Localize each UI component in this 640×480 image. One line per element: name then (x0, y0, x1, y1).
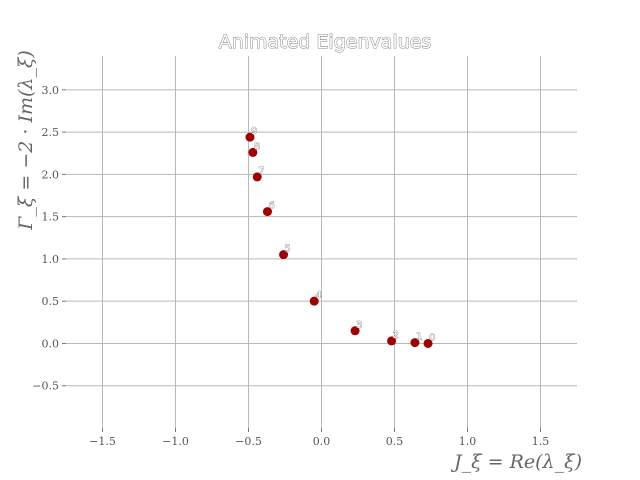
data-point-label: 1 (416, 332, 422, 343)
data-point (245, 132, 255, 142)
x-tick-label: 0.5 (386, 435, 404, 448)
y-tick-label: 1.5 (42, 211, 60, 224)
x-tick-label: −1.5 (89, 435, 116, 448)
y-tick-label: −0.5 (32, 380, 59, 393)
data-point-label: 7 (258, 166, 264, 177)
y-axis-label: Γ_ξ = −2 · Im(λ_ξ) (15, 50, 37, 231)
y-tick-label: 2.0 (42, 168, 60, 181)
data-point (387, 336, 397, 346)
data-point-label: 5 (285, 244, 291, 255)
data-point-label: 9 (251, 126, 257, 137)
x-tick-label: −1.0 (162, 435, 189, 448)
x-tick-label: 1.0 (459, 435, 477, 448)
data-point-label: 4 (315, 290, 321, 301)
y-tick-label: 3.0 (42, 84, 60, 97)
data-point-label: 2 (393, 330, 399, 341)
y-tick-label: 0.5 (42, 295, 60, 308)
data-point (350, 326, 360, 336)
x-tick-label: 0.0 (313, 435, 331, 448)
y-tick-label: 0.0 (42, 337, 60, 350)
data-point (248, 147, 258, 157)
x-tick-label: −0.5 (235, 435, 262, 448)
data-point-label: 3 (356, 320, 362, 331)
chart-title: Animated Eigenvalues (219, 31, 432, 53)
grid (66, 56, 577, 428)
ticks: −1.5 −1.0 −0.5 0.0 0.5 1.0 1.5 −0.5 0.0 0.5 1.0 1.5… (32, 84, 549, 448)
data-point (309, 296, 319, 306)
y-tick-label: 2.5 (42, 126, 60, 139)
data-point (410, 338, 420, 348)
x-tick-label: 1.5 (532, 435, 550, 448)
data-point-label: 0 (429, 332, 435, 343)
data-point-label: 8 (254, 141, 260, 152)
data-point (262, 207, 272, 217)
data-point (252, 172, 262, 182)
data-point-label: 6 (268, 201, 274, 212)
data-point (423, 338, 433, 348)
x-axis-label: J_ξ = Re(λ_ξ) (450, 451, 582, 473)
y-tick-label: 1.0 (42, 253, 60, 266)
data-points: 9 8 7 6 5 4 3 2 1 0 (245, 126, 436, 348)
data-point (279, 250, 289, 260)
